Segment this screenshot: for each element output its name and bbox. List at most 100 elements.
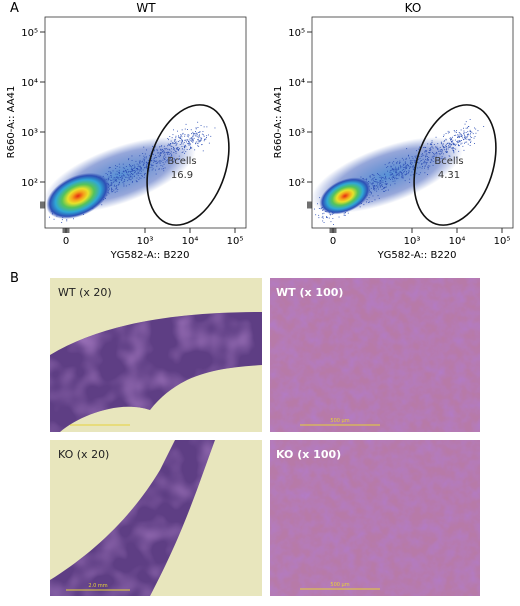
- event-dot: [398, 172, 399, 174]
- event-dot: [390, 174, 392, 175]
- event-dot: [319, 197, 321, 199]
- event-dot: [424, 150, 426, 152]
- event-dot: [374, 185, 375, 186]
- x-tick-label: 10³: [137, 236, 154, 247]
- event-dot: [180, 135, 182, 137]
- event-dot: [191, 137, 193, 139]
- event-dot: [448, 155, 450, 157]
- event-dot: [61, 222, 63, 223]
- event-dot: [424, 160, 426, 162]
- event-dot: [184, 128, 186, 130]
- event-dot: [443, 134, 445, 136]
- event-dot: [402, 172, 404, 174]
- y-tick-label: 10²: [21, 178, 38, 189]
- event-dot: [120, 178, 122, 180]
- event-dot: [191, 141, 193, 142]
- event-dot: [424, 167, 425, 169]
- event-dot: [425, 156, 426, 158]
- event-dot: [118, 172, 120, 174]
- flow-plot: WT Bcells 16.9 0 10³ 10⁴ 10⁵ 10² 10³ 10⁴ 10⁵ YG582-…: [6, 1, 247, 261]
- event-dot: [399, 171, 401, 172]
- event-dot: [159, 152, 161, 154]
- event-dot: [110, 177, 112, 178]
- event-dot: [142, 169, 144, 171]
- event-dot: [176, 147, 178, 149]
- event-dot: [458, 136, 459, 138]
- event-dot: [170, 140, 172, 142]
- event-dot: [175, 139, 176, 141]
- event-dot: [379, 176, 381, 178]
- event-dot: [178, 159, 180, 160]
- event-dot: [381, 189, 383, 190]
- event-dot: [403, 169, 404, 170]
- event-dot: [408, 172, 409, 174]
- event-dot: [430, 149, 431, 151]
- event-dot: [107, 174, 108, 176]
- event-dot: [390, 172, 392, 174]
- event-dot: [470, 132, 471, 134]
- event-dot: [440, 152, 442, 154]
- event-dot: [385, 177, 386, 178]
- event-dot: [438, 148, 440, 150]
- event-dot: [443, 147, 444, 149]
- event-dot: [187, 134, 189, 136]
- event-dot: [429, 149, 430, 151]
- event-dot: [369, 192, 371, 194]
- event-dot: [118, 171, 120, 173]
- event-dot: [377, 183, 378, 185]
- histology-image: 500 µm WT (x 100): [270, 278, 480, 432]
- event-dot: [366, 178, 368, 180]
- event-dot: [124, 179, 126, 180]
- event-dot: [453, 152, 455, 154]
- event-dot: [124, 180, 126, 182]
- event-dot: [134, 172, 136, 174]
- event-dot: [374, 181, 376, 182]
- event-dot: [372, 182, 374, 184]
- event-dot: [396, 162, 398, 164]
- event-dot: [449, 143, 451, 145]
- event-dot: [146, 167, 148, 169]
- event-dot: [464, 134, 466, 136]
- event-dot: [400, 171, 402, 173]
- event-dot: [173, 146, 174, 148]
- event-dot: [445, 149, 447, 150]
- event-dot: [177, 141, 179, 142]
- event-dot: [421, 163, 423, 164]
- event-dot: [470, 136, 471, 138]
- event-dot: [160, 160, 162, 162]
- event-dot: [385, 186, 387, 188]
- event-dot: [329, 213, 331, 215]
- event-dot: [141, 168, 142, 170]
- event-dot: [127, 177, 129, 179]
- event-dot: [156, 162, 158, 164]
- event-dot: [145, 162, 147, 164]
- event-dot: [403, 159, 404, 161]
- event-dot: [161, 145, 163, 147]
- event-dot: [444, 147, 445, 149]
- event-dot: [122, 171, 124, 173]
- event-dot: [154, 161, 156, 162]
- event-dot: [465, 136, 466, 138]
- event-dot: [447, 151, 448, 153]
- event-dot: [185, 144, 186, 146]
- gate: [413, 104, 497, 226]
- event-dot: [188, 134, 190, 136]
- event-dot: [437, 149, 438, 151]
- event-dot: [457, 142, 459, 144]
- event-dot: [154, 156, 156, 158]
- event-dot: [132, 169, 133, 171]
- event-dot: [369, 201, 371, 203]
- event-dot: [398, 163, 400, 164]
- event-dot: [195, 143, 197, 145]
- event-dot: [410, 162, 412, 163]
- event-dot: [429, 162, 431, 163]
- event-dot: [474, 143, 475, 144]
- event-dot: [110, 175, 112, 177]
- event-dot: [395, 166, 397, 168]
- event-dot: [375, 188, 377, 190]
- event-dot: [184, 152, 185, 154]
- event-dot: [384, 173, 386, 175]
- event-dot: [147, 162, 149, 163]
- event-dot: [208, 134, 209, 136]
- event-dot: [116, 180, 118, 182]
